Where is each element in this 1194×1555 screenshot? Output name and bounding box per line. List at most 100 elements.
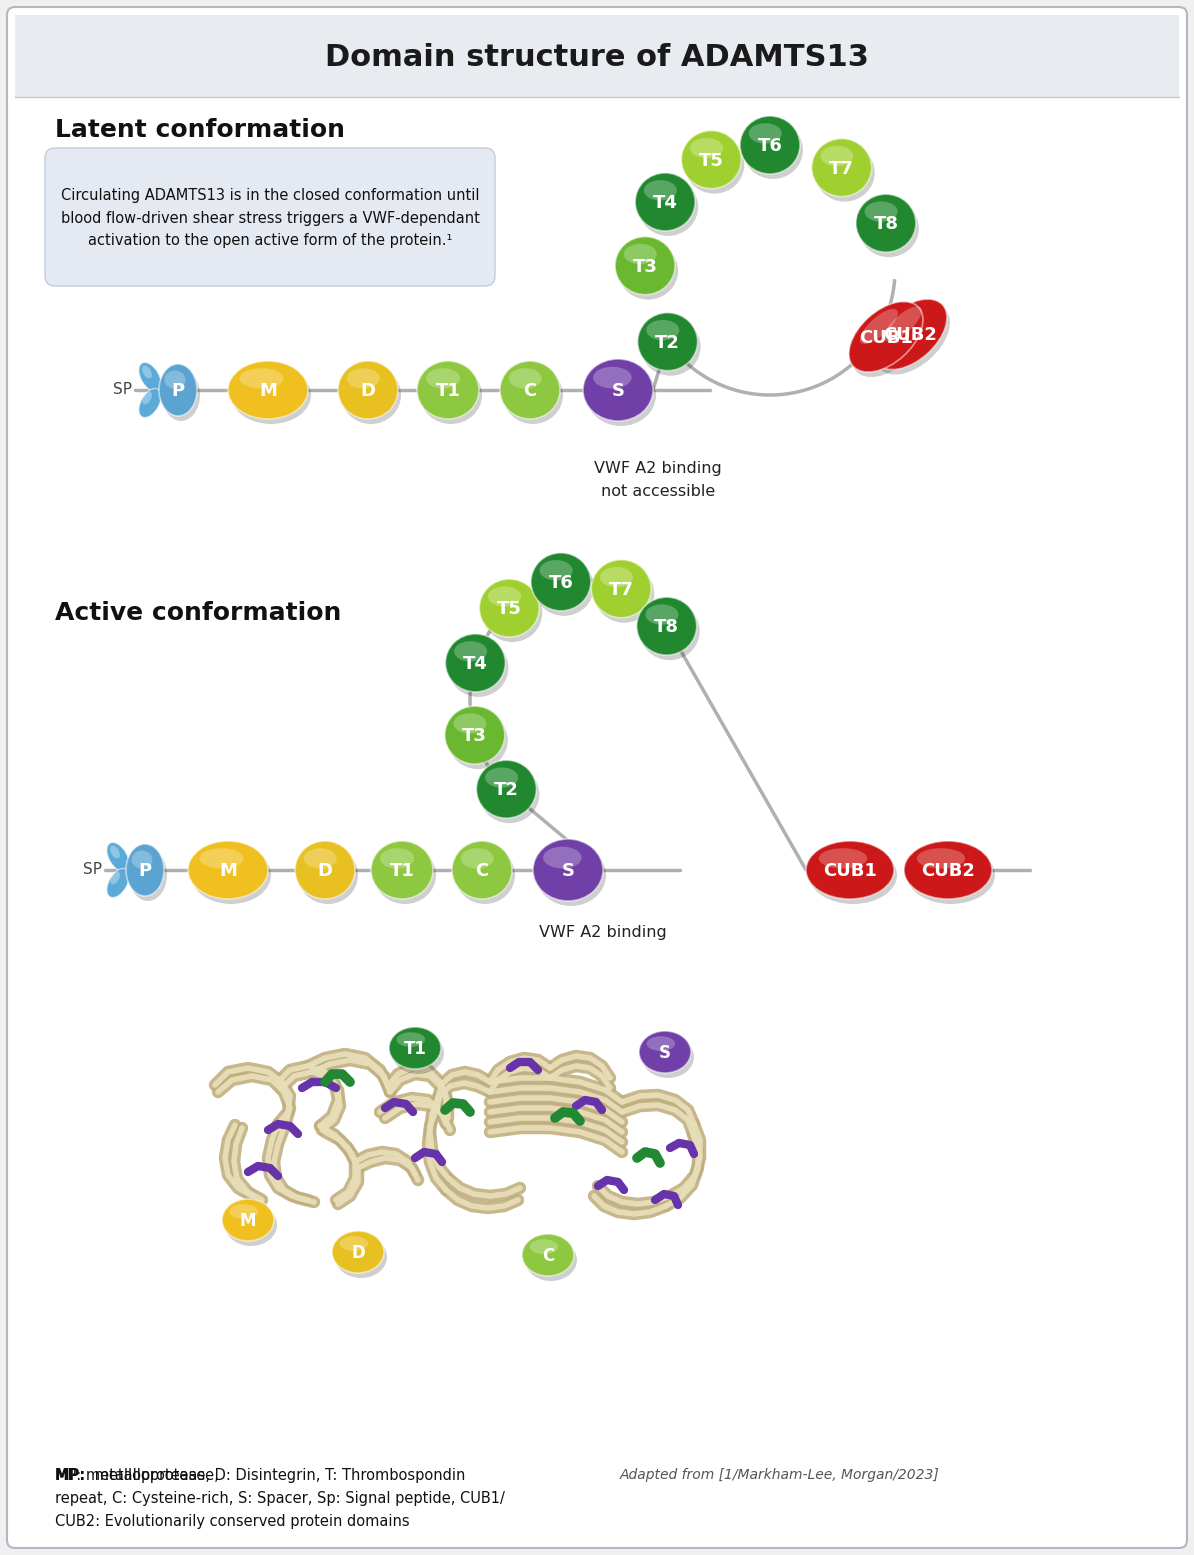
Ellipse shape [884, 306, 922, 342]
Ellipse shape [525, 1239, 577, 1281]
Ellipse shape [682, 131, 741, 188]
Text: T2: T2 [656, 334, 681, 351]
Ellipse shape [142, 365, 152, 378]
Text: M: M [240, 1211, 257, 1230]
Text: T3: T3 [633, 258, 658, 275]
Ellipse shape [127, 844, 164, 896]
Text: Domain structure of ADAMTS13: Domain structure of ADAMTS13 [325, 42, 869, 72]
Ellipse shape [295, 841, 355, 899]
Ellipse shape [303, 847, 337, 869]
Ellipse shape [396, 1033, 425, 1047]
Text: T1: T1 [389, 861, 414, 880]
Text: T8: T8 [873, 215, 898, 233]
Ellipse shape [417, 361, 479, 418]
Ellipse shape [139, 362, 161, 392]
Text: D: D [318, 861, 332, 880]
Ellipse shape [812, 138, 872, 196]
Ellipse shape [129, 849, 167, 900]
Ellipse shape [640, 602, 700, 661]
Ellipse shape [509, 369, 542, 389]
Ellipse shape [346, 369, 380, 389]
Ellipse shape [644, 180, 677, 201]
Text: MP:: MP: [55, 1468, 86, 1483]
Ellipse shape [820, 146, 854, 166]
Text: T4: T4 [653, 194, 678, 211]
Ellipse shape [851, 306, 925, 376]
Ellipse shape [646, 1036, 675, 1051]
Ellipse shape [445, 706, 505, 764]
Text: S: S [659, 1043, 671, 1062]
Ellipse shape [110, 872, 119, 885]
Ellipse shape [690, 138, 724, 159]
Ellipse shape [339, 1236, 368, 1250]
Ellipse shape [162, 369, 201, 421]
Ellipse shape [139, 389, 161, 418]
Ellipse shape [454, 641, 487, 661]
Ellipse shape [540, 560, 573, 580]
Ellipse shape [806, 841, 894, 899]
Text: VWF A2 binding: VWF A2 binding [540, 925, 667, 939]
Ellipse shape [199, 847, 244, 869]
Text: D: D [351, 1244, 365, 1263]
Ellipse shape [426, 369, 460, 389]
Ellipse shape [449, 639, 509, 697]
Text: CUB2: CUB2 [884, 327, 937, 344]
Ellipse shape [856, 194, 916, 252]
Ellipse shape [229, 1204, 258, 1219]
Ellipse shape [864, 202, 898, 222]
Text: MP: metalloprotease, D: Disintegrin, T: Thrombospondin
repeat, C: Cysteine-rich,: MP: metalloprotease, D: Disintegrin, T: … [55, 1468, 505, 1529]
Text: D: D [361, 383, 375, 400]
Text: T5: T5 [497, 600, 522, 617]
Ellipse shape [536, 844, 607, 907]
Ellipse shape [849, 302, 923, 372]
Text: Active conformation: Active conformation [55, 600, 341, 625]
Ellipse shape [240, 369, 284, 389]
Ellipse shape [336, 1236, 387, 1278]
Text: SP: SP [113, 381, 133, 397]
Ellipse shape [453, 841, 512, 899]
Text: SP: SP [84, 861, 101, 877]
Ellipse shape [420, 365, 482, 425]
Text: T5: T5 [698, 152, 724, 169]
Ellipse shape [615, 236, 675, 294]
Ellipse shape [533, 840, 603, 900]
Text: Circulating ADAMTS13 is in the closed conformation until
blood flow-driven shear: Circulating ADAMTS13 is in the closed co… [61, 188, 480, 249]
Text: metalloprotease,: metalloprotease, [90, 1468, 223, 1483]
Ellipse shape [374, 846, 436, 903]
Text: CUB1: CUB1 [858, 328, 913, 347]
Ellipse shape [131, 851, 153, 869]
Ellipse shape [389, 1026, 441, 1068]
Text: T7: T7 [830, 160, 854, 177]
Text: T3: T3 [462, 728, 487, 745]
Text: T6: T6 [548, 574, 573, 592]
Text: C: C [523, 383, 536, 400]
Ellipse shape [858, 199, 919, 257]
Ellipse shape [749, 123, 782, 143]
Ellipse shape [482, 585, 542, 642]
Ellipse shape [461, 847, 493, 869]
Ellipse shape [904, 841, 992, 899]
Text: C: C [475, 861, 488, 880]
Ellipse shape [740, 117, 800, 174]
Ellipse shape [228, 361, 308, 418]
FancyBboxPatch shape [16, 16, 1178, 96]
Ellipse shape [586, 364, 656, 426]
Ellipse shape [531, 554, 591, 611]
Ellipse shape [599, 568, 633, 588]
Text: M: M [259, 383, 277, 400]
Ellipse shape [635, 173, 695, 232]
Ellipse shape [222, 1199, 273, 1241]
Ellipse shape [534, 558, 593, 616]
Ellipse shape [618, 241, 678, 300]
Text: T2: T2 [494, 781, 519, 799]
Ellipse shape [480, 765, 540, 823]
Text: T4: T4 [463, 655, 488, 673]
Ellipse shape [593, 367, 632, 389]
Ellipse shape [917, 847, 965, 869]
Ellipse shape [485, 768, 518, 788]
Ellipse shape [332, 1232, 384, 1274]
Ellipse shape [224, 1204, 277, 1246]
Ellipse shape [522, 1235, 574, 1277]
Text: P: P [172, 383, 185, 400]
Ellipse shape [819, 847, 867, 869]
